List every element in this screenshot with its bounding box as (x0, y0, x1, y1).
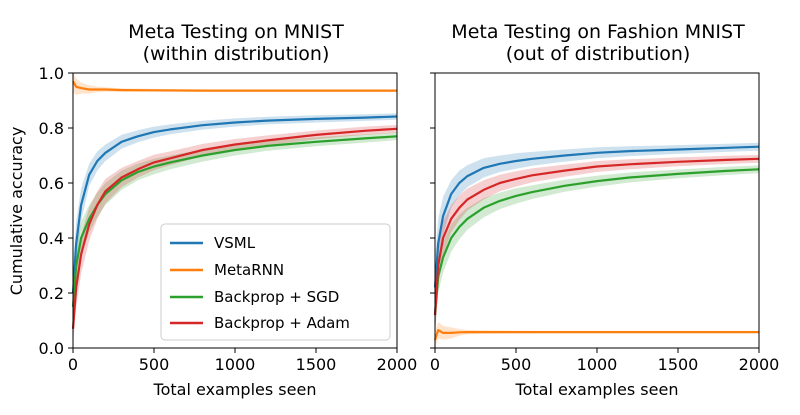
legend-item-metarnn: MetaRNN (170, 261, 284, 279)
series-line-backprop-sgd (433, 168, 760, 316)
panel-2-y-ticks (430, 72, 435, 349)
series-line-vsml (71, 115, 398, 294)
panel-1-title-line-2: (within distribution) (143, 43, 330, 65)
panel-1-lines (71, 80, 398, 329)
panel-1-title-line-1: Meta Testing on MNIST (128, 21, 344, 43)
legend-item-backprop-sgd: Backprop + SGD (170, 288, 339, 306)
series-line-backprop-adam (71, 127, 398, 329)
panel-1-y-ticks: 0.0 0.2 0.4 0.6 0.8 1.0 (39, 64, 73, 358)
series-line-backprop-adam (433, 157, 760, 316)
legend-label-vsml: VSML (214, 234, 256, 252)
series-line-metarnn (433, 329, 759, 341)
y-tick-label: 0.2 (39, 284, 64, 303)
x-tick-label: 2000 (739, 355, 780, 374)
panel-2-x-ticks: 0 500 1000 1500 2000 (430, 348, 779, 374)
legend-label-backprop-sgd: Backprop + SGD (214, 288, 339, 306)
panel-fashion-mnist: Meta Testing on Fashion MNIST (out of di… (430, 21, 779, 399)
legend-label-metarnn: MetaRNN (214, 261, 284, 279)
panel-1-y-axis-label: Cumulative accuracy (7, 127, 26, 296)
legend-box (160, 223, 391, 341)
y-tick-label: 0.8 (39, 119, 64, 138)
x-tick-label: 1000 (577, 355, 618, 374)
panel-2-title-line-2: (out of distribution) (506, 43, 691, 65)
y-tick-label: 1.0 (39, 64, 64, 83)
series-line-metarnn (72, 80, 397, 92)
panel-2-bands (435, 142, 759, 348)
x-tick-label: 1500 (658, 355, 699, 374)
series-line-backprop-sgd (71, 135, 398, 307)
legend-item-vsml: VSML (170, 234, 256, 252)
y-tick-label: 0.4 (39, 229, 64, 248)
series-line-vsml (433, 145, 760, 288)
x-tick-label: 500 (501, 355, 532, 374)
legend: VSML MetaRNN Backprop + SGD Backprop + A… (160, 223, 391, 341)
panel-2-x-axis-label: Total examples seen (515, 380, 679, 399)
panel-1-x-axis-label: Total examples seen (153, 380, 317, 399)
x-tick-label: 1000 (215, 355, 256, 374)
x-tick-label: 2000 (377, 355, 418, 374)
x-tick-label: 0 (68, 355, 78, 374)
panel-1-x-ticks: 0 500 1000 1500 2000 (68, 348, 417, 374)
x-tick-label: 0 (430, 355, 440, 374)
panel-2-title-line-1: Meta Testing on Fashion MNIST (451, 21, 745, 43)
panel-mnist: Meta Testing on MNIST (within distributi… (7, 21, 417, 399)
legend-label-backprop-adam: Backprop + Adam (214, 314, 350, 332)
legend-item-backprop-adam: Backprop + Adam (170, 314, 350, 332)
panel-2-lines (433, 145, 760, 341)
y-tick-label: 0.6 (39, 174, 64, 193)
y-tick-label: 0.0 (39, 339, 64, 358)
x-tick-label: 500 (139, 355, 170, 374)
band-metarnn (435, 321, 759, 348)
x-tick-label: 1500 (296, 355, 337, 374)
